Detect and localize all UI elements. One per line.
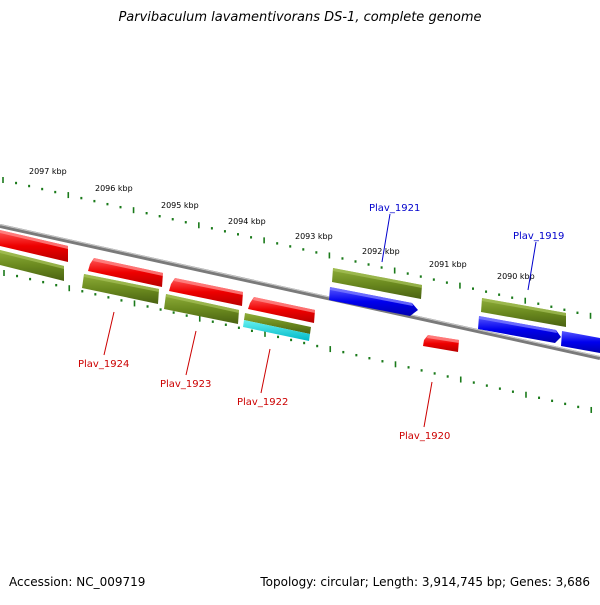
gene-red-plav1923[interactable] bbox=[169, 278, 243, 306]
gene-label-plav1921[interactable]: Plav_1921 bbox=[369, 203, 420, 214]
gene-red-plav1922[interactable] bbox=[248, 297, 315, 323]
kbp-label-2092: 2092 kbp bbox=[362, 247, 400, 256]
gene-red-left-edge[interactable] bbox=[0, 230, 68, 262]
gene-red-plav1920[interactable] bbox=[423, 335, 459, 352]
leader-plav1923 bbox=[185, 330, 197, 376]
gene-green-upper-1[interactable] bbox=[332, 268, 422, 299]
leader-plav1920 bbox=[423, 381, 433, 428]
kbp-label-2097: 2097 kbp bbox=[29, 167, 67, 176]
kbp-label-2094: 2094 kbp bbox=[228, 217, 266, 226]
accession-text: Accession: NC_009719 bbox=[9, 575, 146, 589]
gene-label-plav1919[interactable]: Plav_1919 bbox=[513, 231, 564, 242]
gene-cyan-plav1922[interactable] bbox=[243, 320, 310, 341]
leader-plav1919 bbox=[527, 241, 537, 291]
kbp-label-2096: 2096 kbp bbox=[95, 184, 133, 193]
kbp-label-2095: 2095 kbp bbox=[161, 201, 199, 210]
gene-green-plav1924[interactable] bbox=[82, 274, 159, 304]
gene-blue-plav1919[interactable] bbox=[478, 316, 561, 343]
gene-label-plav1920[interactable]: Plav_1920 bbox=[399, 431, 450, 442]
gene-green-plav1922[interactable] bbox=[244, 313, 311, 334]
kbp-label-2093: 2093 kbp bbox=[295, 232, 333, 241]
gene-green-upper-2[interactable] bbox=[481, 298, 566, 327]
topology-text: Topology: circular; Length: 3,914,745 bp… bbox=[260, 575, 590, 589]
genome-backbone-highlight bbox=[0, 224, 600, 358]
gene-blue-right-edge[interactable] bbox=[561, 331, 600, 353]
gene-blue-plav1921[interactable] bbox=[329, 287, 418, 316]
gene-label-plav1923[interactable]: Plav_1923 bbox=[160, 379, 211, 390]
genome-title: Parvibaculum lavamentivorans DS-1, compl… bbox=[118, 10, 482, 25]
gene-green-plav1923[interactable] bbox=[164, 294, 239, 324]
kbp-label-2091: 2091 kbp bbox=[429, 260, 467, 269]
lower-scale-ticks bbox=[3, 270, 593, 413]
leader-plav1922 bbox=[260, 348, 271, 394]
gene-label-plav1924[interactable]: Plav_1924 bbox=[78, 359, 129, 370]
genome-backbone bbox=[0, 224, 600, 360]
leader-plav1924 bbox=[103, 311, 115, 356]
kbp-label-2090: 2090 kbp bbox=[497, 272, 535, 281]
gene-red-plav1924[interactable] bbox=[88, 258, 163, 287]
gene-green-left-edge[interactable] bbox=[0, 250, 64, 281]
leader-plav1921 bbox=[381, 213, 391, 263]
gene-label-plav1922[interactable]: Plav_1922 bbox=[237, 397, 288, 408]
upper-scale-ticks bbox=[2, 177, 592, 319]
